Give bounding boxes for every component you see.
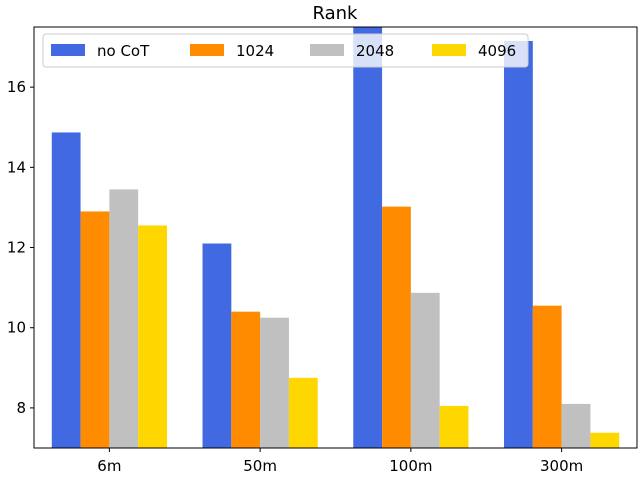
bar-2048-300m xyxy=(561,403,591,448)
legend-label: 2048 xyxy=(356,42,394,60)
y-tick-label: 14 xyxy=(7,158,26,176)
legend-swatch-4096 xyxy=(432,44,466,56)
bar-4096-6m xyxy=(138,225,167,448)
x-tick-label: 100m xyxy=(389,457,432,475)
legend-swatch-no-cot xyxy=(51,44,85,56)
axes-group: 8 10 12 14 16 6m 50m 100m 300m xyxy=(7,26,638,475)
y-tick-label: 16 xyxy=(7,78,26,96)
y-tick-label: 10 xyxy=(7,319,26,337)
bar-no-cot-50m xyxy=(202,243,232,448)
x-tick-label: 300m xyxy=(540,457,583,475)
bars-group xyxy=(51,27,620,448)
bar-no-cot-6m xyxy=(51,132,81,448)
bar-no-cot-300m xyxy=(504,41,533,448)
x-tick-label: 6m xyxy=(97,457,121,475)
legend-label: no CoT xyxy=(97,42,150,60)
chart-title: Rank xyxy=(313,3,359,24)
bar-1024-50m xyxy=(231,311,261,448)
y-tick-label: 12 xyxy=(7,239,26,257)
bar-1024-100m xyxy=(382,206,411,448)
bar-2048-50m xyxy=(260,317,289,448)
y-tick-label: 8 xyxy=(16,399,26,417)
legend-box xyxy=(42,33,529,68)
legend-label: 4096 xyxy=(478,42,516,60)
bar-4096-300m xyxy=(590,432,620,448)
x-tick-label: 50m xyxy=(243,457,277,475)
bar-4096-50m xyxy=(288,377,318,448)
bar-no-cot-100m xyxy=(353,27,383,448)
bar-2048-100m xyxy=(410,292,440,448)
bar-4096-100m xyxy=(439,405,469,448)
bar-1024-6m xyxy=(80,211,110,448)
legend-swatch-1024 xyxy=(190,44,224,56)
legend-label: 1024 xyxy=(236,42,274,60)
legend: no CoT 1024 2048 4096 xyxy=(42,33,529,68)
plot-frame xyxy=(33,26,638,449)
legend-swatch-2048 xyxy=(310,44,344,56)
bar-2048-6m xyxy=(109,189,139,448)
bar-1024-300m xyxy=(532,305,562,448)
